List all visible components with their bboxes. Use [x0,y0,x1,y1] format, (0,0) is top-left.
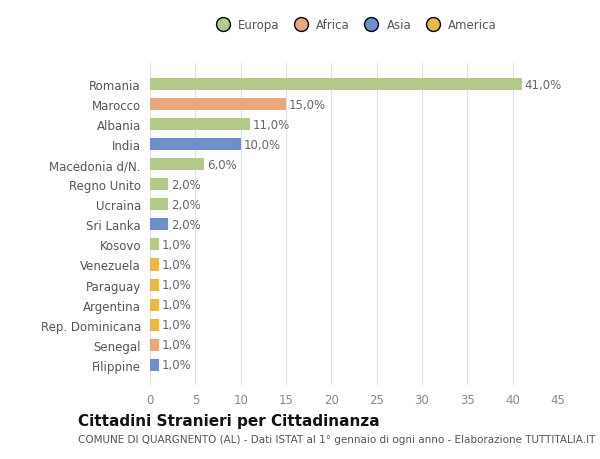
Text: COMUNE DI QUARGNENTO (AL) - Dati ISTAT al 1° gennaio di ogni anno - Elaborazione: COMUNE DI QUARGNENTO (AL) - Dati ISTAT a… [78,434,595,444]
Bar [150,159,205,171]
Text: 10,0%: 10,0% [244,139,281,151]
Text: 15,0%: 15,0% [289,98,326,112]
Text: 1,0%: 1,0% [162,319,191,331]
Bar [150,259,159,271]
Text: 1,0%: 1,0% [162,238,191,252]
Bar [150,319,159,331]
Text: 1,0%: 1,0% [162,298,191,311]
Bar [150,119,250,131]
Text: 6,0%: 6,0% [207,158,237,171]
Text: 1,0%: 1,0% [162,258,191,271]
Bar [150,79,522,91]
Legend: Europa, Africa, Asia, America: Europa, Africa, Asia, America [211,19,497,32]
Text: 2,0%: 2,0% [171,198,200,212]
Text: 2,0%: 2,0% [171,218,200,231]
Text: Cittadini Stranieri per Cittadinanza: Cittadini Stranieri per Cittadinanza [78,413,380,428]
Bar [150,299,159,311]
Bar [150,179,168,191]
Bar [150,279,159,291]
Text: 1,0%: 1,0% [162,358,191,371]
Bar [150,99,286,111]
Text: 11,0%: 11,0% [253,118,290,131]
Text: 1,0%: 1,0% [162,338,191,352]
Bar [150,359,159,371]
Bar [150,219,168,231]
Text: 1,0%: 1,0% [162,279,191,291]
Bar [150,239,159,251]
Bar [150,339,159,351]
Bar [150,199,168,211]
Text: 2,0%: 2,0% [171,179,200,191]
Text: 41,0%: 41,0% [524,78,562,91]
Bar [150,139,241,151]
